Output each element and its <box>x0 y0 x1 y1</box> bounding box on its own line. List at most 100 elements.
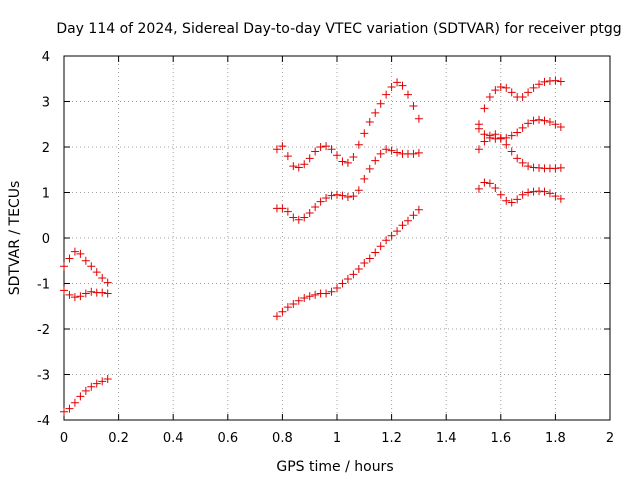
x-tick-label: 1.6 <box>490 431 511 446</box>
data-point <box>349 192 358 201</box>
data-point <box>98 274 107 283</box>
data-point <box>327 145 336 154</box>
data-point <box>382 90 391 99</box>
data-point <box>518 158 527 167</box>
data-point <box>474 184 483 193</box>
data-point <box>529 83 538 92</box>
data-point <box>87 262 96 271</box>
y-axis-title: SDTVAR / TECUs <box>7 181 23 296</box>
tick-layer: 0 0.2 0.4 0.6 0.8 1 1.2 1.4 1.6 1.8 2 -4 -3 -2 -1 0 1 2 3 4 <box>37 50 614 446</box>
data-point <box>518 123 527 132</box>
data-point <box>545 189 554 198</box>
data-point <box>349 270 358 279</box>
data-point <box>507 147 516 156</box>
data-point <box>81 386 90 395</box>
data-point <box>70 247 79 256</box>
data-point <box>305 292 314 301</box>
data-point <box>393 78 402 87</box>
series-S10 <box>474 178 565 207</box>
data-point <box>387 146 396 155</box>
data-point <box>333 151 341 160</box>
data-point <box>338 157 347 166</box>
data-point <box>491 86 500 95</box>
data-point <box>311 147 320 156</box>
data-point <box>491 130 500 139</box>
data-point <box>513 128 522 137</box>
series-S2 <box>60 286 112 302</box>
data-point <box>414 148 423 157</box>
data-point <box>502 196 511 205</box>
data-point <box>87 382 96 391</box>
data-point <box>540 116 549 125</box>
data-point <box>278 307 287 316</box>
data-point <box>338 279 347 288</box>
data-point <box>289 299 298 308</box>
data-point <box>387 82 396 91</box>
data-point <box>283 303 292 312</box>
data-point <box>398 221 407 230</box>
data-point <box>556 77 565 86</box>
data-point <box>480 137 489 146</box>
data-point <box>103 278 112 287</box>
data-point <box>360 129 369 138</box>
data-point <box>371 248 380 257</box>
data-point <box>311 290 320 299</box>
data-point <box>535 80 544 89</box>
data-point <box>65 404 74 413</box>
data-point <box>393 148 402 157</box>
data-point <box>398 81 407 90</box>
x-tick-label: 0.6 <box>217 431 238 446</box>
data-point <box>60 262 68 271</box>
data-point <box>365 117 374 126</box>
data-point <box>272 312 281 321</box>
series-S4 <box>272 78 423 172</box>
data-point <box>316 197 325 206</box>
data-point <box>485 131 494 140</box>
data-point <box>343 158 352 167</box>
data-point <box>551 120 560 129</box>
data-point <box>496 133 505 142</box>
data-point <box>322 142 331 151</box>
data-point <box>92 379 101 388</box>
x-tick-label: 0.8 <box>272 431 293 446</box>
data-point <box>393 227 402 236</box>
data-point <box>305 208 314 217</box>
data-point <box>409 102 418 111</box>
data-point <box>524 88 533 97</box>
data-point <box>524 188 533 197</box>
data-point <box>300 213 309 222</box>
y-tick-label: -1 <box>37 278 50 293</box>
data-point <box>474 124 483 133</box>
series-S5 <box>272 145 423 224</box>
x-tick-label: 1.8 <box>545 431 566 446</box>
data-point <box>382 236 391 245</box>
x-tick-label: 0.4 <box>163 431 184 446</box>
data-point <box>98 288 107 297</box>
data-point <box>278 142 287 151</box>
data-point <box>333 284 341 293</box>
data-point <box>343 274 352 283</box>
data-point <box>272 145 281 154</box>
data-point <box>278 204 287 213</box>
data-point <box>81 256 90 265</box>
data-point <box>92 268 101 277</box>
series-S9 <box>474 130 565 173</box>
data-point <box>535 115 544 124</box>
x-tick-label: 1.4 <box>436 431 457 446</box>
data-point <box>382 145 391 154</box>
series-S7 <box>474 76 565 129</box>
data-point <box>513 195 522 204</box>
data-point <box>333 190 341 199</box>
series-S6 <box>272 205 423 321</box>
x-tick-label: 2 <box>606 431 614 446</box>
data-point <box>540 187 549 196</box>
data-point <box>502 140 511 149</box>
data-point <box>376 99 385 108</box>
data-point <box>529 116 538 125</box>
data-point <box>294 296 303 305</box>
data-point <box>283 152 292 161</box>
x-tick-label: 1.2 <box>381 431 402 446</box>
series-S8 <box>474 115 565 143</box>
data-point <box>518 92 527 101</box>
